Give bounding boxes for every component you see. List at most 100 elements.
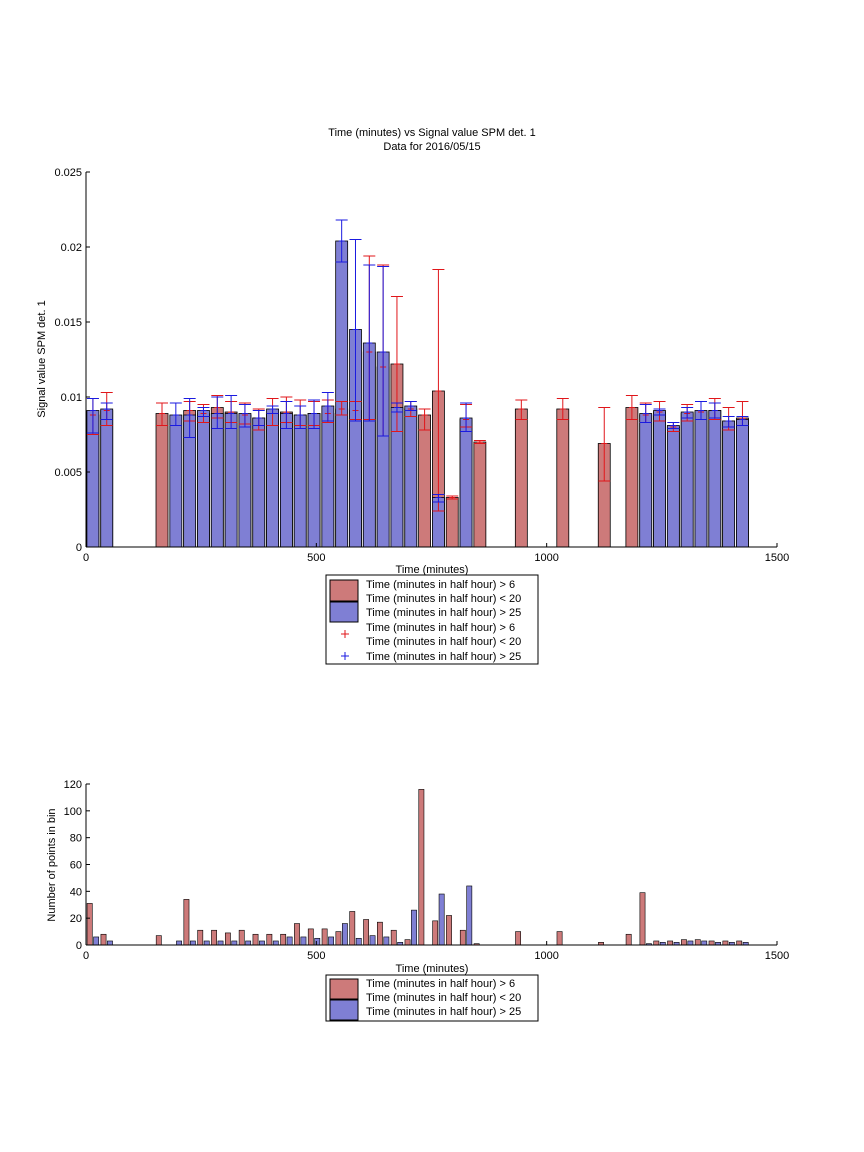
signal-bar-red [445, 497, 459, 548]
top-x-tick-label: 0 [83, 552, 89, 564]
top-x-axis-label: Time (minutes) [396, 564, 469, 576]
count-bar-red [197, 929, 204, 946]
error-bar-blue [321, 392, 334, 422]
legend-marker-red-line2: Time (minutes in half hour) < 20 [366, 636, 521, 648]
count-bar-blue [217, 940, 224, 946]
error-bar-blue [681, 407, 694, 419]
error-bar-blue [349, 239, 362, 422]
top-y-tick-label: 0 [76, 542, 82, 554]
error-bar-red [625, 395, 638, 420]
error-bar-blue [280, 401, 293, 429]
count-bar-red [515, 931, 522, 946]
count-bar-blue [107, 940, 113, 946]
top-x-tick-label: 500 [307, 552, 325, 564]
bottom-y-tick-label: 80 [70, 833, 82, 845]
error-bar-red [432, 269, 445, 512]
signal-bar-blue [169, 414, 183, 548]
bottom-x-tick-label: 500 [307, 950, 325, 962]
signal-bar-blue [100, 408, 114, 548]
error-bar-blue [100, 402, 113, 420]
count-bar-red [390, 929, 397, 946]
error-bar-red [446, 495, 459, 500]
signal-bar-blue [252, 417, 266, 548]
signal-bar-blue [293, 414, 307, 548]
count-bar-blue [286, 936, 293, 946]
legend-swatch-blue [329, 601, 359, 623]
count-bar-red [708, 940, 715, 946]
error-bar-red [156, 402, 169, 426]
bottom-y-tick-label: 20 [70, 913, 82, 925]
count-bar-blue [245, 940, 252, 946]
bottom-y-axis-label: Number of points in bin [46, 808, 58, 921]
bottom-ticks-layer: 0 500 1000 1500 0 20 40 60 80 100 120 [64, 779, 790, 962]
error-bar-blue [363, 264, 376, 422]
count-bar-blue [341, 923, 348, 946]
legend-marker-blue [341, 652, 349, 660]
count-bar-red [211, 929, 217, 946]
count-bar-red [183, 899, 190, 946]
top-legend: Time (minutes in half hour) > 6 Time (mi… [325, 574, 539, 665]
error-bar-blue [225, 395, 238, 429]
count-bar-red [404, 939, 411, 946]
signal-bar-red [473, 441, 487, 548]
top-legend-box [325, 574, 539, 665]
error-bar-red [418, 408, 431, 431]
error-bar-blue [183, 398, 196, 438]
count-bar-blue [176, 940, 182, 946]
count-bar-red [100, 933, 107, 946]
bottom-y-tick-label: 120 [64, 779, 82, 791]
bottom-x-tick-label: 0 [83, 950, 89, 962]
bottom-legend: Time (minutes in half hour) > 6 Time (mi… [325, 974, 539, 1022]
top-y-axis-label: Signal value SPM det. 1 [36, 300, 48, 417]
count-bar-red [377, 921, 383, 946]
top-y-tick-label: 0.01 [61, 392, 82, 404]
signal-bar-blue [307, 413, 321, 548]
error-bar-blue [404, 401, 417, 411]
bottom-legend-box [325, 974, 539, 1022]
legend-label-red-line1: Time (minutes in half hour) > 6 [366, 579, 515, 591]
count-bar-red [446, 915, 452, 946]
error-bar-blue [708, 402, 721, 419]
chart-subtitle: Data for 2016/05/15 [383, 141, 480, 153]
count-bar-red [556, 931, 563, 946]
legend-label-blue: Time (minutes in half hour) > 25 [366, 607, 521, 619]
error-bar-blue [308, 399, 321, 429]
bottom-y-tick-label: 40 [70, 886, 82, 898]
count-bar-red [667, 940, 674, 946]
error-bar-blue [266, 405, 279, 414]
top-ticks-layer: 0 500 1000 1500 0 0.005 0.01 0.015 0.02 0.025 [54, 167, 789, 564]
error-bar-blue [377, 266, 390, 437]
error-bar-blue [390, 402, 403, 413]
count-bar-red [694, 939, 701, 946]
top-x-tick-label: 1500 [765, 552, 789, 564]
count-bar-blue [701, 940, 708, 946]
count-bar-red [736, 940, 743, 946]
count-bar-blue [314, 937, 321, 946]
bottom-x-tick-label: 1500 [765, 950, 789, 962]
bottom-legend-label-blue: Time (minutes in half hour) > 25 [366, 1006, 521, 1018]
count-bar-blue [93, 936, 100, 946]
bottom-legend-label-red-line2: Time (minutes in half hour) < 20 [366, 992, 521, 1004]
legend-marker-red-line1: Time (minutes in half hour) > 6 [366, 622, 515, 634]
legend-marker-red [341, 630, 349, 638]
signal-bar-blue [722, 420, 736, 548]
signal-bar-red [514, 408, 528, 548]
count-bar-blue [259, 940, 265, 946]
bottom-x-tick-label: 1000 [534, 950, 558, 962]
count-bar-red [625, 933, 632, 946]
error-bar-blue [460, 402, 473, 432]
count-bar-red [418, 789, 425, 946]
bottom-bars-layer [86, 789, 749, 946]
count-bar-blue [383, 936, 390, 946]
error-bar-blue [694, 401, 707, 420]
count-bar-red [363, 919, 369, 946]
count-bar-red [321, 928, 328, 946]
signal-bar-blue [279, 413, 293, 548]
count-bar-red [266, 933, 273, 946]
top-y-tick-label: 0.005 [54, 467, 82, 479]
bottom-legend-swatch-blue [329, 999, 359, 1021]
signal-bar-blue [708, 410, 722, 548]
error-bar-blue [722, 416, 735, 428]
signal-bar-blue [680, 411, 694, 548]
legend-label-red-line2: Time (minutes in half hour) < 20 [366, 593, 521, 605]
